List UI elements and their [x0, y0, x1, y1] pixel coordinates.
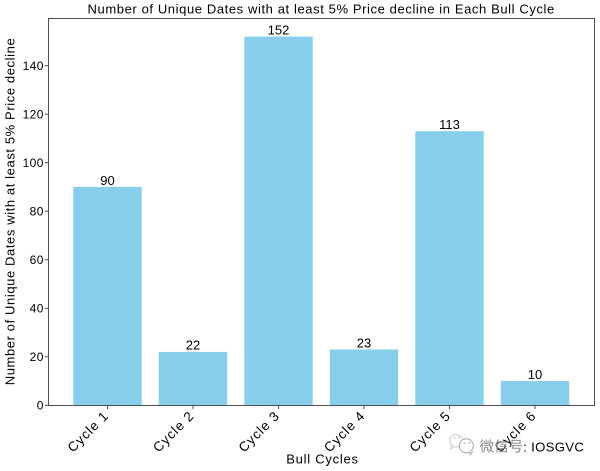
svg-text:60: 60 — [30, 253, 44, 267]
svg-text:22: 22 — [186, 338, 200, 353]
svg-text:Number of Unique Dates with at: Number of Unique Dates with at least 5% … — [3, 38, 18, 386]
svg-text:10: 10 — [528, 367, 542, 382]
svg-text:152: 152 — [268, 22, 290, 37]
svg-text:20: 20 — [30, 350, 44, 364]
svg-text:90: 90 — [100, 173, 114, 188]
svg-text:40: 40 — [30, 302, 44, 316]
svg-text:113: 113 — [439, 117, 460, 132]
svg-text:80: 80 — [30, 204, 44, 218]
svg-text:100: 100 — [23, 156, 44, 170]
svg-text:Number of Unique Dates with at: Number of Unique Dates with at least 5% … — [88, 2, 555, 17]
svg-text:23: 23 — [357, 335, 371, 350]
svg-text:0: 0 — [37, 399, 44, 413]
svg-text:Bull Cycles: Bull Cycles — [286, 452, 359, 467]
svg-text:120: 120 — [23, 107, 44, 121]
svg-text:: IOSGVC: : IOSGVC — [523, 439, 584, 454]
svg-text:140: 140 — [23, 59, 44, 73]
